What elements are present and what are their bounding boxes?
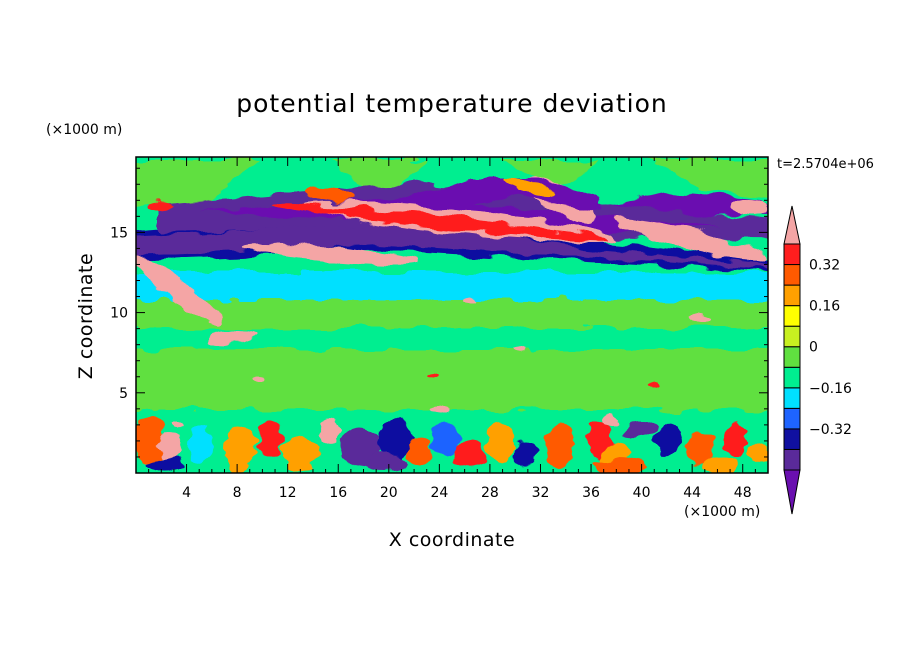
y-axis-label: Z coordinate <box>75 253 97 379</box>
colorbar-box <box>783 243 801 266</box>
x-tick-label: 28 <box>481 485 499 501</box>
colorbar-min-triangle <box>783 469 801 515</box>
colorbar-box <box>783 387 801 409</box>
colorbar-box <box>783 407 801 430</box>
colorbar-box <box>783 448 801 471</box>
y-axis: 5 10 15 <box>110 167 768 458</box>
colorbar-box <box>783 346 801 368</box>
x-axis: 4 8 12 16 20 24 28 32 36 40 44 48 <box>148 157 756 501</box>
y-unit-label: (×1000 m) <box>46 122 122 138</box>
colorbar-max-triangle <box>783 205 801 245</box>
x-tick-label: 24 <box>430 485 448 501</box>
chart-title: potential temperature deviation <box>236 89 667 118</box>
colorbar-box <box>783 366 801 389</box>
colorbar-tick-label: 0.32 <box>809 258 840 274</box>
colorbar-tick-label: 0.16 <box>809 299 840 315</box>
y-tick-label: 10 <box>110 306 128 322</box>
x-tick-label: 4 <box>182 485 191 501</box>
colorbar-tick-label: −0.32 <box>809 422 852 438</box>
colorbar-tick-label: 0 <box>809 340 818 356</box>
colorbar-tick-label: −0.16 <box>809 381 852 397</box>
time-label: t=2.5704e+06 <box>777 157 874 172</box>
colorbar-box <box>783 305 801 327</box>
x-tick-label: 36 <box>582 485 600 501</box>
colorbar-box <box>783 428 801 450</box>
x-tick-label: 40 <box>633 485 651 501</box>
x-tick-label: 44 <box>683 485 701 501</box>
colorbar-box <box>783 284 801 307</box>
x-axis-label: X coordinate <box>389 529 515 551</box>
x-unit-label: (×1000 m) <box>684 504 760 520</box>
y-tick-label: 15 <box>110 225 128 241</box>
y-tick-label: 5 <box>119 386 128 402</box>
field-layer <box>136 157 768 473</box>
colorbar-box <box>783 325 801 348</box>
x-tick-label: 8 <box>233 485 242 501</box>
colorbar: −0.32 −0.16 0 0.16 0.32 <box>783 205 852 515</box>
colorbar-box <box>783 264 801 286</box>
x-tick-label: 16 <box>329 485 347 501</box>
x-tick-label: 20 <box>380 485 398 501</box>
x-tick-label: 12 <box>279 485 297 501</box>
x-tick-label: 32 <box>532 485 550 501</box>
x-tick-label: 48 <box>734 485 752 501</box>
